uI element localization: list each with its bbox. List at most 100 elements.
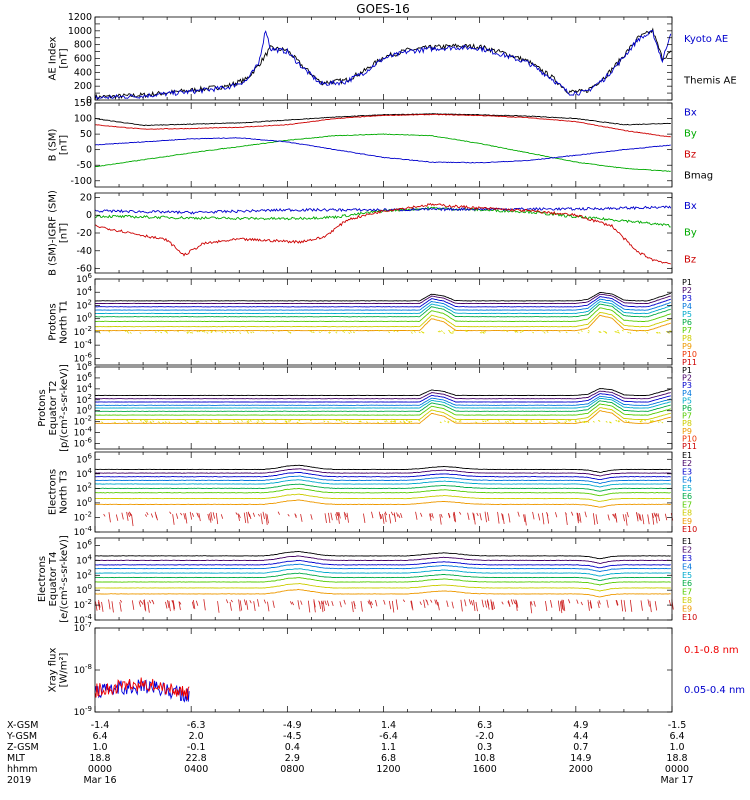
noise-mark: [298, 419, 301, 422]
legend-p7: P7: [682, 412, 692, 421]
y-tick-label: 100: [76, 404, 92, 417]
noise-mark: [191, 331, 194, 334]
noise-mark: [383, 599, 386, 605]
noise-mark: [310, 514, 313, 520]
noise-mark: [558, 331, 561, 333]
noise-mark: [272, 600, 275, 608]
noise-mark: [124, 330, 127, 332]
legend-e1: E1: [682, 537, 692, 546]
ephemeris-value: -4.9: [283, 720, 302, 731]
legend-bz: Bz: [684, 254, 696, 265]
trace-p4: [94, 298, 671, 311]
trace-p7: [94, 307, 671, 322]
ephemeris-value: -6.3: [187, 720, 206, 731]
legend-e10: E10: [682, 525, 697, 534]
ephemeris-value: -2.0: [475, 731, 494, 742]
noise-mark: [655, 331, 658, 334]
noise-mark: [513, 601, 517, 605]
noise-mark: [443, 420, 446, 422]
y-axis-label: Electrons North T3: [48, 469, 70, 515]
noise-mark: [267, 601, 270, 612]
noise-mark: [639, 420, 642, 423]
noise-mark: [384, 420, 387, 423]
panel-frame: [94, 278, 673, 366]
legend-0.05-0.4nm: 0.05-0.4 nm: [684, 685, 745, 696]
legend-p6: P6: [682, 404, 692, 413]
noise-mark: [148, 600, 152, 604]
noise-mark: [217, 601, 220, 613]
trace-e3: [94, 471, 671, 481]
noise-mark: [657, 421, 660, 423]
ephemeris-value: 18.8: [89, 753, 110, 764]
ephemeris-value: 6.4: [669, 731, 684, 742]
panel-b-traces: [94, 113, 671, 172]
y-tick-label: 10-2: [74, 598, 92, 611]
noise-mark: [324, 600, 327, 606]
noise-mark: [603, 330, 606, 333]
noise-mark: [239, 332, 242, 334]
noise-mark: [422, 331, 425, 334]
y-tick-label: 20: [80, 192, 92, 203]
noise-mark: [187, 330, 190, 332]
noise-mark: [157, 330, 160, 332]
noise-mark: [322, 600, 325, 611]
noise-mark: [437, 601, 440, 611]
noise-mark: [620, 599, 624, 612]
noise-mark: [655, 514, 658, 524]
noise-mark: [644, 330, 646, 332]
noise-mark: [451, 332, 454, 334]
ephemeris-value: 18.8: [666, 753, 687, 764]
noise-mark: [486, 512, 490, 522]
noise-mark: [138, 601, 141, 607]
noise-mark: [421, 331, 424, 334]
noise-mark: [235, 512, 238, 516]
noise-mark: [411, 329, 414, 332]
noise-mark: [615, 419, 618, 422]
trace-e7: [94, 488, 671, 497]
noise-mark: [465, 329, 468, 332]
noise-mark: [439, 421, 442, 424]
trace-e2: [94, 468, 671, 477]
noise-mark: [363, 513, 366, 524]
noise-mark: [515, 599, 518, 611]
trace-p8: [94, 407, 671, 421]
noise-mark: [625, 419, 628, 422]
trace-e8: [95, 493, 671, 502]
noise-mark: [284, 420, 287, 423]
noise-mark: [142, 421, 145, 424]
noise-mark: [452, 420, 455, 423]
y-axis-label-line: [e/(cm²-s-sr-keV)]: [59, 535, 70, 623]
trace-e8: [94, 583, 671, 592]
legend-e6: E6: [682, 492, 692, 501]
noise-mark: [141, 601, 144, 605]
noise-mark: [434, 599, 437, 605]
noise-mark: [121, 512, 124, 520]
noise-mark: [647, 599, 650, 607]
noise-mark: [277, 511, 280, 515]
noise-mark: [473, 513, 476, 525]
noise-mark: [568, 599, 571, 604]
noise-mark: [264, 330, 267, 332]
noise-mark: [453, 329, 456, 332]
trace-p3: [94, 296, 672, 308]
y-tick-label: 104: [76, 285, 92, 298]
noise-mark: [482, 332, 485, 334]
noise-mark: [577, 513, 580, 522]
noise-mark: [512, 421, 515, 424]
trace-e6: [94, 483, 671, 492]
noise-mark: [542, 512, 545, 525]
noise-mark: [252, 512, 256, 517]
noise-mark: [529, 601, 533, 614]
trace-p1: [94, 388, 671, 397]
noise-mark: [300, 600, 303, 605]
noise-mark: [146, 511, 149, 516]
noise-mark: [169, 511, 172, 515]
noise-mark: [191, 601, 195, 609]
y-tick-label: 102: [76, 393, 92, 406]
legend-e9: E9: [682, 605, 692, 614]
noise-mark: [604, 331, 607, 334]
noise-mark: [108, 512, 111, 523]
